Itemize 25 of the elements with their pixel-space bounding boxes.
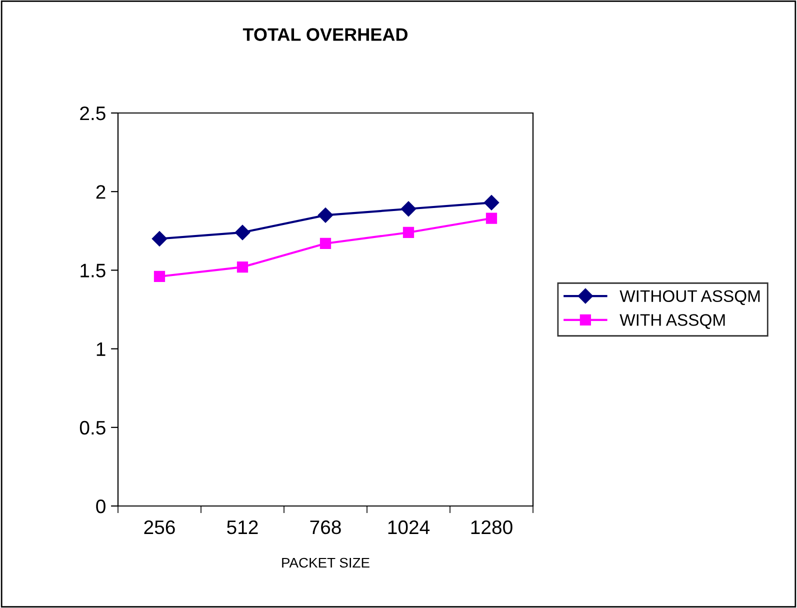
point xyxy=(236,262,248,273)
point xyxy=(154,270,166,282)
y-tick-label: 2.5 xyxy=(80,106,106,120)
chart-title: TOTAL OVERHEAD xyxy=(242,28,408,41)
y-tick-label: 1.5 xyxy=(80,264,106,278)
point xyxy=(484,195,500,210)
y-tick-label: 1 xyxy=(96,342,106,356)
y-tick-label: 2 xyxy=(96,185,106,199)
y-tick-label: 0 xyxy=(96,499,106,514)
x-axis-title: PACKET SIZE xyxy=(282,558,370,568)
point xyxy=(318,208,334,223)
point xyxy=(486,212,498,224)
point xyxy=(400,201,416,216)
x-tick-label: 512 xyxy=(227,520,258,534)
x-tick-label: 1280 xyxy=(471,520,512,534)
x-tick-label: 256 xyxy=(144,520,175,534)
y-tick-label: 0.5 xyxy=(80,420,106,435)
point xyxy=(234,224,250,240)
legend-label: WITHOUT ASSQM xyxy=(620,290,760,306)
point xyxy=(320,238,332,250)
point xyxy=(152,231,168,246)
point xyxy=(402,226,414,238)
legend-label: WITH ASSQM xyxy=(620,314,725,329)
x-tick-label: 1024 xyxy=(388,520,430,534)
x-tick-label: 768 xyxy=(310,520,341,534)
